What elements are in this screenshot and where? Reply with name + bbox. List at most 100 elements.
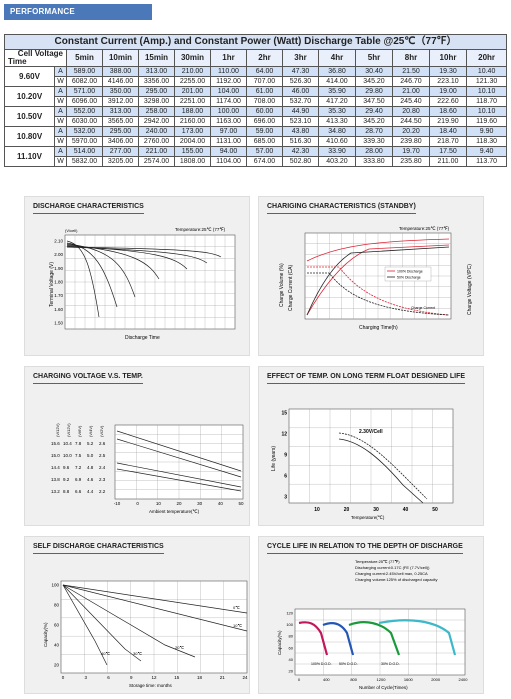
table-cell: 4146.00 [102, 76, 139, 87]
cycle-dod-label: 30% D.O.D. [381, 662, 400, 666]
col-header: 2hr [246, 49, 283, 67]
chargevolt-value: 2.2 [99, 489, 106, 494]
table-cell: 155.00 [174, 146, 211, 157]
table-cell: 47.30 [282, 66, 319, 77]
table-cell: 10.10 [465, 86, 508, 97]
table-row: 10.50V A 552.00 313.00 258.00 188.00 100.00 60.… [4, 106, 508, 127]
table-cell: 589.00 [66, 66, 103, 77]
chargevolt-value: 7.5 [75, 453, 82, 458]
table-cell: 516.30 [282, 136, 319, 147]
table-cell: 42.30 [282, 146, 319, 157]
table-cell: 28.00 [355, 146, 393, 157]
corner-cell-voltage: Cell Voltage [17, 49, 63, 58]
chargevolt-value: 5.0 [87, 453, 94, 458]
x-tick-label: 30 [373, 507, 379, 513]
charging-note: Temperature:25℃ (77℉) [399, 226, 450, 231]
cell-voltage: 10.80V [4, 126, 55, 147]
table-cell: 57.00 [246, 146, 283, 157]
x-tick-label: 30 [197, 501, 203, 506]
panel-chargevolt: CHARGING VOLTAGE V.S. TEMP. (V/12V) (V/12… [24, 366, 250, 526]
chargevolt-value: 4.8 [87, 465, 94, 470]
unit-cell: A [54, 86, 67, 97]
cycle-xlabel: Number of Cycle(Times) [359, 685, 408, 690]
y-tick-label: 80 [54, 603, 60, 608]
table-cell: 173.00 [174, 126, 211, 137]
col-header: 10min [102, 49, 139, 67]
table-cell: 246.70 [392, 76, 430, 87]
table-cell: 708.00 [246, 96, 283, 107]
table-cell: 104.00 [210, 86, 247, 97]
table-cell: 10.10 [465, 106, 508, 117]
x-tick-label: 10 [314, 507, 320, 513]
x-tick-label: 40 [403, 507, 409, 513]
table-cell: 30.40 [355, 66, 393, 77]
unit-cell: W [54, 156, 67, 167]
table-cell: 2255.00 [174, 76, 211, 87]
col-header: 20hr [465, 49, 508, 67]
table-cell: 1808.00 [174, 156, 211, 167]
table-cell: 5970.00 [66, 136, 103, 147]
panel-title-cycle: CYCLE LIFE IN RELATION TO THE DEPTH OF D… [267, 543, 463, 554]
table-row: W 6030.00 3565.00 2942.00 2160.00 1163.00 696.… [5, 116, 508, 127]
chargevolt-value: 2.5 [99, 453, 106, 458]
table-cell: 34.80 [318, 126, 356, 137]
y-tick-label: 120 [286, 611, 293, 616]
table-cell: 211.00 [429, 156, 467, 167]
table-cell: 244.50 [392, 116, 430, 127]
table-cell: 258.00 [138, 106, 175, 117]
discharge-xlabel: Discharge Time [125, 335, 160, 341]
table-cell: 240.00 [138, 126, 175, 137]
table-cell: 94.00 [210, 146, 247, 157]
cycle-note: Charging volume:125% of discharged capac… [355, 577, 438, 582]
table-cell: 514.00 [66, 146, 103, 157]
discharge-yunit: (V/cell) [65, 228, 78, 233]
table-cell: 33.90 [318, 146, 356, 157]
table-cell: 9.90 [465, 126, 508, 137]
table-cell: 2160.00 [174, 116, 211, 127]
table-cell: 35.30 [318, 106, 356, 117]
selfdis-curve-label: 40℃ [101, 651, 110, 656]
y-tick-label: 12 [281, 432, 287, 438]
table-cell: 235.80 [392, 156, 430, 167]
table-cell: 61.00 [246, 86, 283, 97]
table-cell: 1104.00 [210, 156, 247, 167]
panel-cycle: CYCLE LIFE IN RELATION TO THE DEPTH OF D… [258, 536, 484, 694]
table-cell: 239.80 [392, 136, 430, 147]
chargevolt-value: 7.8 [75, 441, 82, 446]
table-cell: 210.00 [174, 66, 211, 77]
x-tick-label: 50 [432, 507, 438, 513]
table-cell: 21.00 [392, 86, 430, 97]
y-tick-label: 1.60 [54, 307, 63, 312]
table-cell: 223.10 [429, 76, 467, 87]
y-tick-label: 100 [286, 622, 293, 627]
table-cell: 118.70 [465, 96, 508, 107]
table-cell: 3205.00 [102, 156, 139, 167]
cycle-note: Charging current:2.45V/cell max, 0.25CA [355, 571, 428, 576]
y-tick-label: 20 [54, 663, 60, 668]
chargevolt-xlabel: Ambient temperature(℃) [149, 509, 200, 514]
x-tick-label: 2000 [431, 677, 441, 682]
x-tick-label: 18 [197, 675, 203, 680]
x-tick-label: 21 [220, 675, 226, 680]
discharge-table-wrap: Constant Current (Amp.) and Constant Pow… [3, 34, 508, 167]
col-header: 3hr [282, 49, 319, 67]
table-cell: 410.60 [318, 136, 356, 147]
x-tick-label: 15 [174, 675, 180, 680]
table-cell: 219.90 [429, 116, 467, 127]
chargevolt-value: 15.0 [51, 453, 60, 458]
x-tick-label: 12 [151, 675, 157, 680]
table-cell: 502.80 [282, 156, 319, 167]
discharge-note: Temperature:25℃ (77℉) [175, 227, 226, 232]
y-tick-label: 9 [284, 453, 287, 459]
chargevolt-value: 13.8 [51, 477, 60, 482]
table-cell: 2004.00 [174, 136, 211, 147]
table-cell: 1131.00 [210, 136, 247, 147]
table-cell: 6082.00 [66, 76, 103, 87]
table-cell: 119.60 [465, 116, 508, 127]
table-cell: 43.80 [282, 126, 319, 137]
x-tick-label: -10 [114, 501, 121, 506]
chargevolt-col-head: (V/6V) [77, 425, 82, 437]
table-cell: 696.00 [246, 116, 283, 127]
table-cell: 118.30 [465, 136, 508, 147]
y-tick-label: 100 [51, 583, 59, 588]
